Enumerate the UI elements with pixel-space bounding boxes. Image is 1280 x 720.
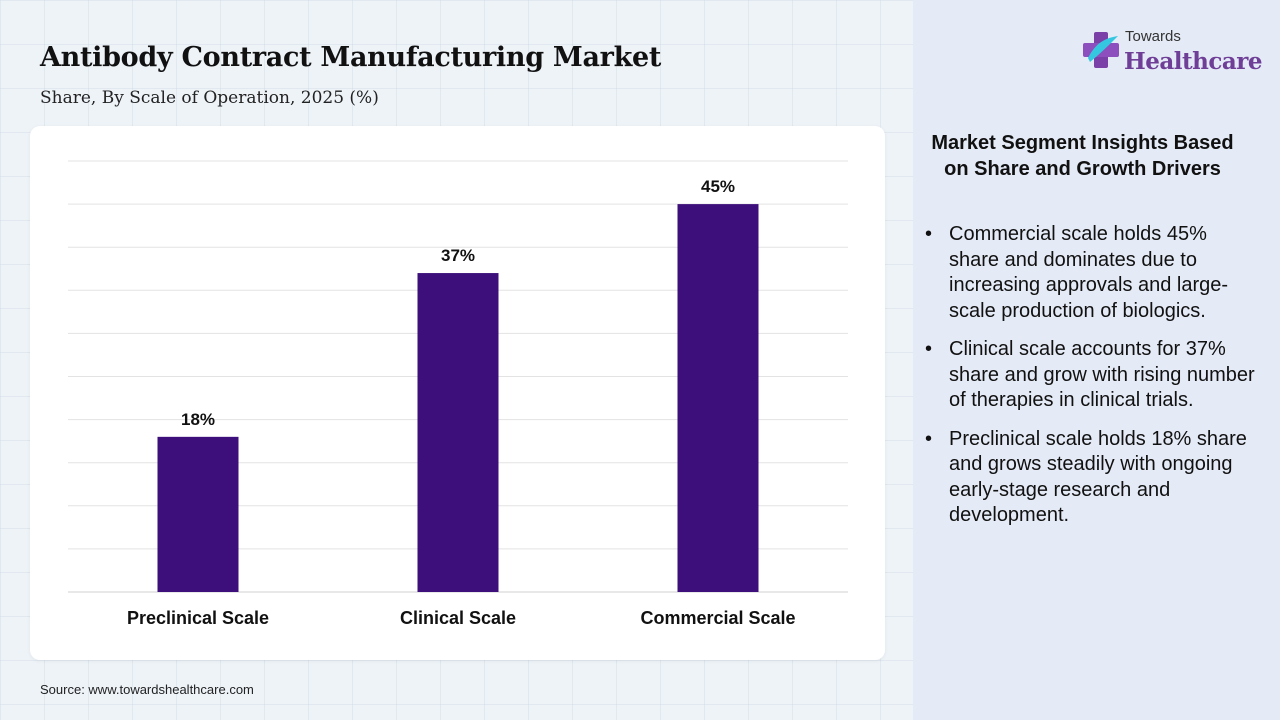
insight-item: • Preclinical scale holds 18% share and g…	[925, 427, 1255, 529]
bullet-icon: •	[925, 223, 933, 245]
chart-subtitle: Share, By Scale of Operation, 2025 (%)	[40, 88, 379, 108]
logo: Towards Healthcare	[1080, 26, 1263, 80]
data-label: 18%	[181, 410, 215, 429]
bar-preclinical-scale	[157, 436, 239, 592]
insights-list: • Commercial scale holds 45% share and do…	[925, 222, 1255, 542]
bar-chart: 18% 37% 45% Preclinical Scale Clinical Scal…	[68, 160, 848, 628]
data-label: 45%	[701, 177, 735, 196]
bar-commercial-scale	[677, 204, 759, 592]
logo-text-top: Towards	[1125, 28, 1181, 45]
category-labels: Preclinical Scale Clinical Scale Commercia…	[127, 608, 796, 628]
bullet-icon: •	[925, 338, 933, 360]
chart-card: 18% 37% 45% Preclinical Scale Clinical Scal…	[30, 126, 885, 660]
insight-text: Commercial scale holds 45% share and dom…	[949, 223, 1229, 322]
insight-item: • Clinical scale accounts for 37% share a…	[925, 337, 1255, 414]
category-label: Preclinical Scale	[127, 608, 269, 628]
insight-text: Clinical scale accounts for 37% share an…	[949, 338, 1255, 411]
insights-panel	[913, 0, 1280, 720]
source-note: Source: www.towardshealthcare.com	[40, 682, 254, 697]
medical-cross-icon	[1083, 32, 1119, 68]
chart-title: Antibody Contract Manufacturing Market	[40, 42, 662, 73]
category-label: Commercial Scale	[640, 608, 795, 628]
bars	[157, 204, 759, 592]
bar-clinical-scale	[417, 273, 499, 592]
category-label: Clinical Scale	[400, 608, 516, 628]
bullet-icon: •	[925, 427, 933, 450]
data-label: 37%	[441, 246, 475, 265]
data-labels: 18% 37% 45%	[181, 177, 735, 429]
logo-text-main: Healthcare	[1124, 48, 1263, 75]
insight-text: Preclinical scale holds 18% share and gr…	[949, 427, 1247, 527]
insights-title: Market Segment Insights Based on Share a…	[931, 132, 1234, 180]
left-area: Antibody Contract Manufacturing Market S…	[30, 42, 885, 697]
insight-item: • Commercial scale holds 45% share and do…	[925, 222, 1255, 324]
